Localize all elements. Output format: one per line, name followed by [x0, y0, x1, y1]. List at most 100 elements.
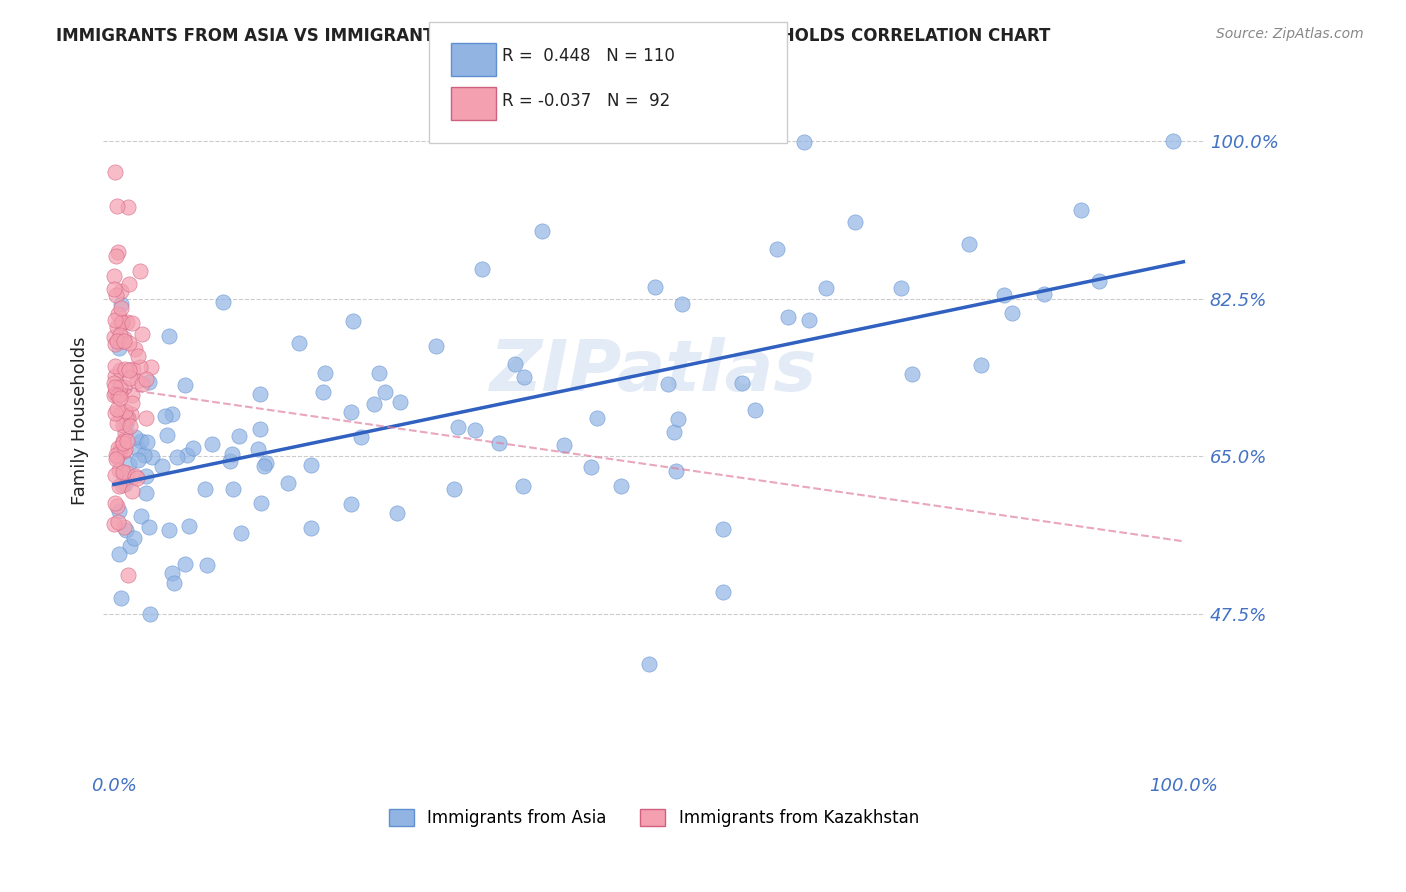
Point	[118, 370, 141, 384]
Point	[107, 389, 129, 403]
Point	[179, 519, 201, 533]
Point	[150, 459, 173, 474]
Point	[105, 417, 128, 431]
Point	[114, 476, 136, 491]
Point	[766, 242, 789, 256]
Point	[107, 479, 129, 493]
Point	[117, 568, 139, 582]
Point	[127, 350, 149, 364]
Point	[114, 404, 136, 418]
Point	[644, 280, 666, 294]
Point	[104, 337, 127, 351]
Point	[488, 436, 510, 450]
Point	[118, 336, 141, 351]
Point	[253, 458, 276, 473]
Point	[166, 450, 188, 464]
Point	[579, 460, 602, 475]
Point	[665, 463, 688, 477]
Point	[103, 388, 125, 402]
Point	[901, 367, 924, 381]
Point	[124, 469, 146, 483]
Y-axis label: Family Households: Family Households	[72, 336, 89, 505]
Point	[111, 478, 134, 492]
Point	[110, 387, 132, 401]
Point	[156, 427, 179, 442]
Point	[1161, 134, 1184, 148]
Point	[107, 441, 129, 455]
Point	[970, 358, 993, 372]
Point	[585, 410, 607, 425]
Point	[107, 402, 129, 417]
Point	[112, 443, 135, 458]
Point	[129, 360, 152, 375]
Point	[222, 482, 245, 496]
Point	[312, 384, 335, 399]
Point	[314, 366, 336, 380]
Text: R = -0.037   N =  92: R = -0.037 N = 92	[502, 92, 671, 110]
Point	[110, 591, 132, 605]
Point	[138, 375, 160, 389]
Point	[108, 503, 131, 517]
Point	[1070, 202, 1092, 217]
Point	[127, 442, 149, 457]
Point	[117, 200, 139, 214]
Point	[993, 287, 1015, 301]
Point	[107, 515, 129, 529]
Point	[367, 366, 389, 380]
Point	[890, 280, 912, 294]
Text: IMMIGRANTS FROM ASIA VS IMMIGRANTS FROM KAZAKHSTAN FAMILY HOUSEHOLDS CORRELATION: IMMIGRANTS FROM ASIA VS IMMIGRANTS FROM …	[56, 27, 1050, 45]
Point	[363, 396, 385, 410]
Point	[125, 374, 148, 388]
Point	[110, 440, 132, 454]
Point	[374, 385, 396, 400]
Point	[121, 484, 143, 499]
Point	[114, 425, 136, 440]
Point	[115, 411, 138, 425]
Point	[471, 261, 494, 276]
Point	[121, 387, 143, 401]
Point	[104, 380, 127, 394]
Point	[181, 441, 204, 455]
Point	[157, 328, 180, 343]
Point	[553, 438, 575, 452]
Point	[957, 236, 980, 251]
Point	[108, 445, 131, 459]
Point	[104, 467, 127, 482]
Point	[793, 135, 815, 149]
Point	[249, 387, 271, 401]
Point	[121, 317, 143, 331]
Point	[104, 451, 127, 466]
Point	[112, 331, 135, 345]
Point	[103, 268, 125, 283]
Point	[104, 385, 127, 400]
Point	[117, 315, 139, 329]
Point	[121, 395, 143, 409]
Point	[250, 496, 273, 510]
Point	[110, 301, 132, 315]
Point	[193, 482, 215, 496]
Point	[141, 360, 163, 375]
Point	[666, 412, 689, 426]
Point	[121, 362, 143, 376]
Point	[229, 526, 252, 541]
Point	[104, 288, 127, 302]
Point	[112, 467, 135, 482]
Point	[111, 434, 134, 449]
Point	[127, 453, 149, 467]
Point	[110, 316, 132, 330]
Point	[135, 435, 157, 450]
Point	[340, 405, 363, 419]
Point	[108, 407, 131, 421]
Point	[108, 380, 131, 394]
Point	[349, 430, 371, 444]
Point	[112, 334, 135, 348]
Point	[117, 277, 139, 292]
Point	[118, 363, 141, 377]
Point	[117, 410, 139, 425]
Point	[505, 357, 527, 371]
Point	[131, 377, 153, 392]
Point	[160, 566, 183, 581]
Point	[120, 419, 142, 434]
Point	[131, 326, 153, 341]
Point	[299, 521, 322, 535]
